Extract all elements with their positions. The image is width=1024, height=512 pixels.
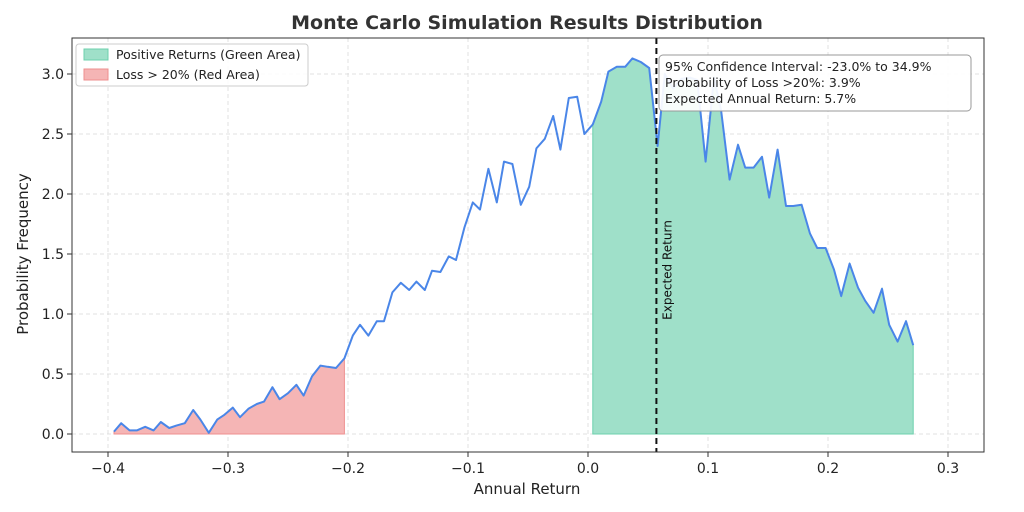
- x-tick-label: 0.3: [937, 461, 959, 477]
- y-tick-label: 2.5: [42, 127, 64, 143]
- distribution-line: [113, 57, 915, 434]
- legend-label-loss: Loss > 20% (Red Area): [116, 67, 260, 82]
- legend-box: [75, 43, 309, 87]
- legend: Positive Returns (Green Area) Loss > 20%…: [75, 43, 309, 87]
- x-axis-label: Annual Return: [474, 480, 581, 498]
- info-confidence-interval: 95% Confidence Interval: -23.0% to 34.9%: [665, 59, 932, 74]
- legend-swatch-positive: [83, 48, 109, 61]
- x-tick-label: −0.3: [211, 461, 245, 477]
- y-tick-label: 2.0: [42, 187, 64, 203]
- y-tick-label: 1.5: [42, 247, 64, 263]
- expected-return-label: Expected Return: [660, 220, 674, 320]
- x-tick-label: 0.2: [817, 461, 839, 477]
- info-probability-of-loss: Probability of Loss >20%: 3.9%: [665, 75, 861, 90]
- x-tick-label: −0.2: [331, 461, 365, 477]
- expected-return-group: Expected Return: [655, 38, 674, 452]
- x-tick-label: 0.1: [697, 461, 719, 477]
- y-tick-label: 3.0: [42, 67, 64, 83]
- x-tick-label: −0.1: [451, 461, 485, 477]
- info-box-frame: [658, 54, 972, 112]
- series-group: [113, 57, 915, 434]
- x-tick-label: −0.4: [91, 461, 125, 477]
- chart-title: Monte Carlo Simulation Results Distribut…: [291, 12, 763, 34]
- y-tick-label: 0.5: [42, 367, 64, 383]
- x-ticks: −0.4 −0.3 −0.2 −0.1 0.0 0.1 0.2 0.3: [91, 452, 959, 477]
- axes-frame: [71, 37, 985, 453]
- x-tick-label: 0.0: [577, 461, 599, 477]
- info-box: 95% Confidence Interval: -23.0% to 34.9%…: [658, 54, 972, 112]
- y-ticks: 0.0 0.5 1.0 1.5 2.0 2.5 3.0: [42, 67, 72, 443]
- y-tick-label: 1.0: [42, 307, 64, 323]
- legend-swatch-loss: [83, 68, 109, 81]
- y-axis-label: Probability Frequency: [14, 173, 32, 335]
- legend-label-positive: Positive Returns (Green Area): [116, 47, 300, 62]
- info-expected-return: Expected Annual Return: 5.7%: [665, 91, 856, 106]
- y-tick-label: 0.0: [42, 427, 64, 443]
